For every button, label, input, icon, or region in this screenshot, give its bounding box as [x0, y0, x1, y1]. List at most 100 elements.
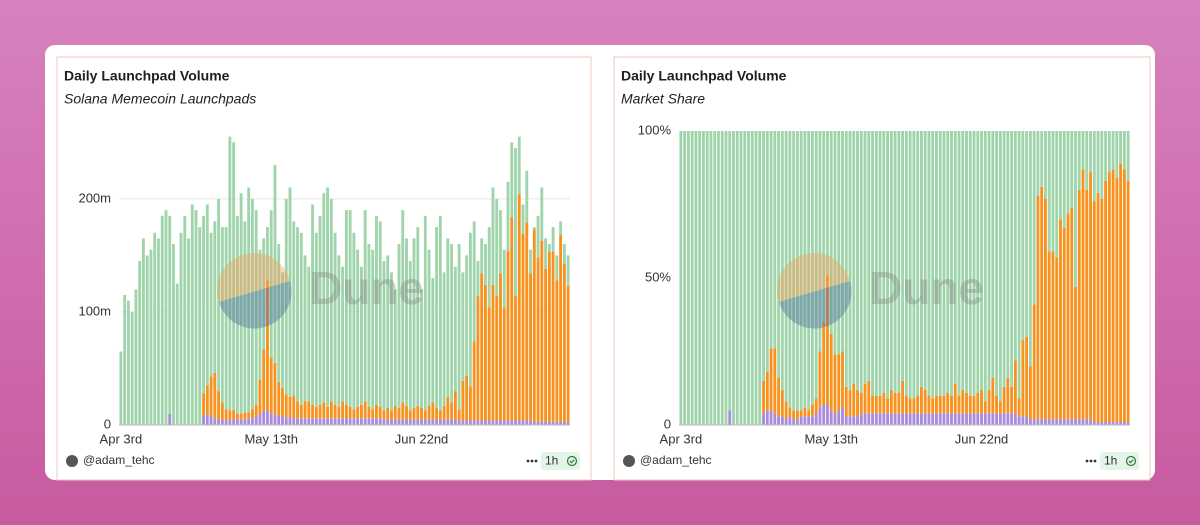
bar-segment	[390, 272, 393, 411]
bar-segment	[213, 418, 217, 425]
bar-segment	[296, 401, 299, 419]
bar-segment	[480, 238, 484, 274]
bar-segment	[555, 255, 559, 281]
bar-segment	[728, 410, 732, 425]
bar-segment	[551, 421, 555, 425]
bar-segment	[213, 372, 217, 419]
bar-segment	[957, 131, 961, 396]
bar-segment	[427, 405, 431, 420]
bar-segment	[889, 413, 893, 425]
bar-segment	[262, 349, 266, 412]
bar-segment	[863, 131, 867, 384]
author[interactable]: @adam_tehc	[640, 453, 712, 467]
bar-segment	[269, 210, 273, 358]
bar-segment	[837, 354, 841, 411]
bar-segment	[1010, 131, 1014, 387]
bar-segment	[777, 131, 781, 378]
bar-segment	[1036, 195, 1040, 420]
bar-segment	[889, 389, 893, 414]
bar-segment	[1044, 131, 1047, 199]
bar-segment	[965, 413, 968, 425]
bar-segment	[348, 210, 352, 407]
bar-segment	[810, 131, 814, 405]
bar-segment	[363, 418, 367, 425]
bar-segment	[1077, 131, 1081, 190]
bar-segment	[987, 131, 991, 390]
bar-segment	[382, 419, 386, 425]
bar-segment	[1100, 131, 1104, 199]
author[interactable]: @adam_tehc	[83, 453, 155, 467]
bar-segment	[953, 383, 957, 414]
bar-segment	[976, 392, 980, 414]
bar-segment	[1122, 422, 1126, 425]
bar-segment	[179, 232, 183, 425]
bar-segment	[243, 412, 247, 420]
bar-segment	[732, 131, 735, 425]
bar-segment	[273, 362, 277, 414]
bar-segment	[266, 410, 269, 425]
bar-segment	[1111, 131, 1115, 170]
bar-segment	[160, 215, 164, 425]
bar-segment	[487, 227, 491, 308]
menu-dot	[1089, 459, 1093, 463]
bar-segment	[998, 131, 1002, 402]
bar-segment	[814, 413, 818, 425]
bar-segment	[502, 420, 506, 425]
bar-segment	[329, 418, 333, 425]
bar-segment	[476, 420, 480, 425]
bar-segment	[758, 131, 762, 425]
bar-segment	[224, 409, 228, 421]
bar-segment	[1089, 172, 1092, 420]
bar-segment	[292, 221, 296, 396]
bar-segment	[810, 404, 814, 417]
bar-segment	[1028, 131, 1032, 367]
bar-segment	[562, 244, 566, 264]
bar-segment	[867, 380, 871, 414]
bar-segment	[239, 193, 243, 414]
bar-segment	[912, 413, 916, 425]
bar-segment	[329, 401, 333, 419]
bar-segment	[780, 131, 784, 390]
refresh-icon	[1125, 455, 1137, 467]
bar-segment	[1096, 131, 1100, 193]
bar-segment	[1025, 131, 1029, 337]
bar-segment	[987, 413, 991, 425]
bar-segment	[123, 294, 127, 425]
bar-segment	[281, 387, 284, 416]
bar-segment	[901, 413, 905, 425]
watermark-logo-part	[219, 281, 292, 329]
bar-segment	[134, 289, 138, 425]
bar-segment	[277, 382, 281, 416]
bar-segment	[871, 131, 874, 396]
bar-segment	[461, 272, 465, 381]
bar-segment	[544, 268, 547, 422]
bar-segment	[807, 416, 811, 425]
bar-segment	[168, 215, 172, 414]
bar-segment	[803, 416, 807, 425]
y-tick-label: 0	[664, 416, 671, 431]
bar-segment	[431, 402, 435, 420]
bar-segment	[205, 413, 209, 425]
bar-segment	[356, 406, 360, 419]
bar-segment	[408, 410, 412, 420]
bar-segment	[457, 409, 461, 421]
bar-segment	[1017, 398, 1021, 417]
bar-segment	[217, 198, 221, 392]
bar-segment	[453, 266, 457, 392]
refresh-check	[1128, 459, 1134, 464]
bar-segment	[371, 249, 375, 410]
bar-segment	[202, 393, 205, 416]
bar-segment	[514, 296, 517, 421]
bar-segment	[1051, 131, 1055, 252]
bar-segment	[897, 131, 901, 393]
bar-segment	[303, 418, 307, 425]
bar-segment	[536, 215, 540, 258]
bar-segment	[446, 238, 450, 397]
bar-segment	[529, 273, 532, 421]
avatar	[623, 455, 635, 467]
bar-segment	[886, 413, 890, 425]
bar-segment	[916, 395, 920, 414]
bar-segment	[281, 272, 284, 388]
bar-segment	[232, 410, 236, 420]
